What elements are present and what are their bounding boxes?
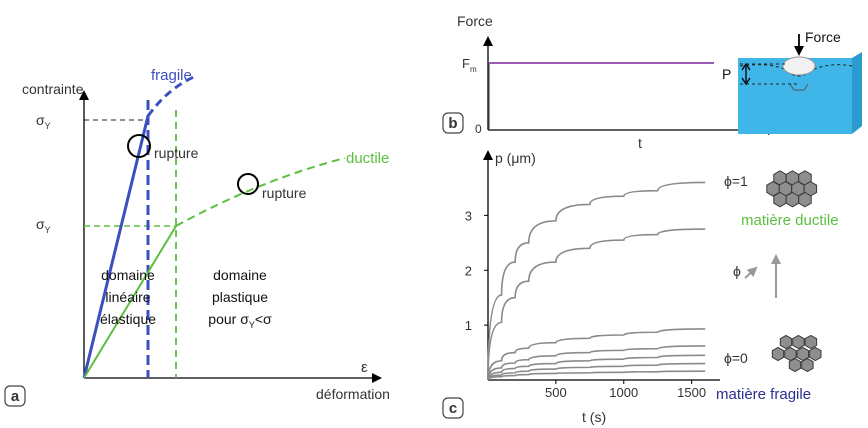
panel-b-zero-label: 0 xyxy=(475,122,482,136)
domain-plastic-label: domaine plastique pour σY<σ xyxy=(208,267,272,330)
y-tick-label: 2 xyxy=(465,263,472,278)
dense-hexagon-cluster-icon xyxy=(766,170,818,208)
hexagon-grain xyxy=(809,346,822,362)
creep-curve-3 xyxy=(487,328,706,381)
sigma-y-lower-label: σY xyxy=(36,216,51,235)
ductile-rupture-circle xyxy=(237,173,259,195)
panel-c-ticks: 500 1000 1500 1 2 3 xyxy=(465,208,706,400)
panel-a-badge xyxy=(4,385,26,407)
panel-c-curves xyxy=(487,181,706,381)
indenter-shadow xyxy=(789,83,809,91)
hexagon-grain xyxy=(798,191,812,208)
inset-p-arrow-head-top xyxy=(741,62,751,71)
domain-plastic-line-2: plastique xyxy=(212,289,268,305)
panel-b-x-axis-label: t xyxy=(638,135,642,151)
panel-c-badge-letter: c xyxy=(449,400,457,417)
domain-elastic-line-2: linéaire xyxy=(105,289,150,305)
sigma-y-upper-label: σY xyxy=(36,112,51,131)
panel-a-y-axis-label: contrainte xyxy=(22,81,84,97)
hexagon-grain xyxy=(785,191,800,208)
inset-p-arrow-head-bottom xyxy=(741,77,751,86)
indenter-ball xyxy=(782,56,816,76)
fragile-rupture-label: rupture xyxy=(154,145,199,161)
indentation-inset-illustration: Force P xyxy=(722,29,862,134)
hexagon-grain xyxy=(788,357,802,373)
domain-plastic-line-1: domaine xyxy=(213,267,267,283)
panel-b-badge xyxy=(442,112,464,134)
creep-curve-1 xyxy=(487,181,706,381)
panel-b-fm-label: Fm xyxy=(462,56,477,74)
phi-increase-small-arrow xyxy=(744,266,758,279)
inset-p-label: P xyxy=(722,66,731,82)
panel-c-y-axis-label: p (μm) xyxy=(495,150,536,166)
domain-elastic-line-3: élastique xyxy=(100,311,156,327)
creep-curve-5 xyxy=(487,354,706,381)
domain-elastic-line-1: domaine xyxy=(101,267,155,283)
ductile-label: ductile xyxy=(346,150,389,167)
panel-a-x-axis-label: déformation xyxy=(316,386,390,402)
creep-curve-6 xyxy=(487,362,706,381)
fragile-extension-dashed xyxy=(146,74,197,117)
creep-curve-4 xyxy=(487,345,706,381)
panel-a-badge-letter: a xyxy=(11,388,20,405)
ductile-rupture-label: rupture xyxy=(262,185,307,201)
x-tick-label: 1500 xyxy=(677,385,706,400)
indent-surface-dashed xyxy=(739,64,853,77)
panel-a-x-axis-symbol: ε xyxy=(361,359,368,376)
hexagon-grain xyxy=(773,191,787,208)
domain-elastic-label: domaine linéaire élastique xyxy=(100,267,156,327)
panel-c: p (μm) t (s) 500 1000 1500 1 2 3 ϕ=1 ϕ=0 ϕ ma… xyxy=(442,150,839,425)
panel-a: contrainte ε déformation σY σY fragile d… xyxy=(4,67,390,407)
creep-curve-2 xyxy=(487,228,706,381)
fragile-material-label: matière fragile xyxy=(716,386,811,403)
panel-b-badge-letter: b xyxy=(448,115,457,132)
x-tick-label: 1000 xyxy=(609,385,638,400)
hexagon-grain xyxy=(771,346,785,362)
panel-b-y-axis-label: Force xyxy=(457,13,493,29)
panel-c-x-axis-label: t (s) xyxy=(582,409,606,425)
creep-curve-7 xyxy=(487,370,706,381)
phi-top-label: ϕ=1 xyxy=(724,173,748,189)
panel-b: Force Fm 0 t Force P b xyxy=(442,13,862,151)
hexagon-grain xyxy=(801,357,814,373)
phi-bottom-label: ϕ=0 xyxy=(724,350,748,366)
x-tick-label: 500 xyxy=(545,385,567,400)
hexagon-grain xyxy=(779,334,793,350)
panel-c-badge xyxy=(442,397,464,419)
ductile-plastic-dashed xyxy=(175,157,346,227)
sparse-hexagon-cluster-icon xyxy=(771,334,822,373)
hexagon-grain xyxy=(804,334,818,350)
fragile-elastic-line xyxy=(82,115,150,379)
y-tick-label: 3 xyxy=(465,208,472,223)
ductile-elastic-line xyxy=(83,225,177,379)
inset-force-label: Force xyxy=(805,29,841,45)
y-tick-label: 1 xyxy=(465,318,472,333)
domain-plastic-line-3: pour σY<σ xyxy=(208,311,272,330)
fragile-rupture-circle xyxy=(127,134,151,158)
fragile-label: fragile xyxy=(151,67,192,84)
hexagon-grain xyxy=(792,334,805,350)
sample-side-face xyxy=(852,52,862,134)
ductile-material-label: matière ductile xyxy=(741,212,839,229)
phi-increase-symbol: ϕ xyxy=(733,263,741,279)
